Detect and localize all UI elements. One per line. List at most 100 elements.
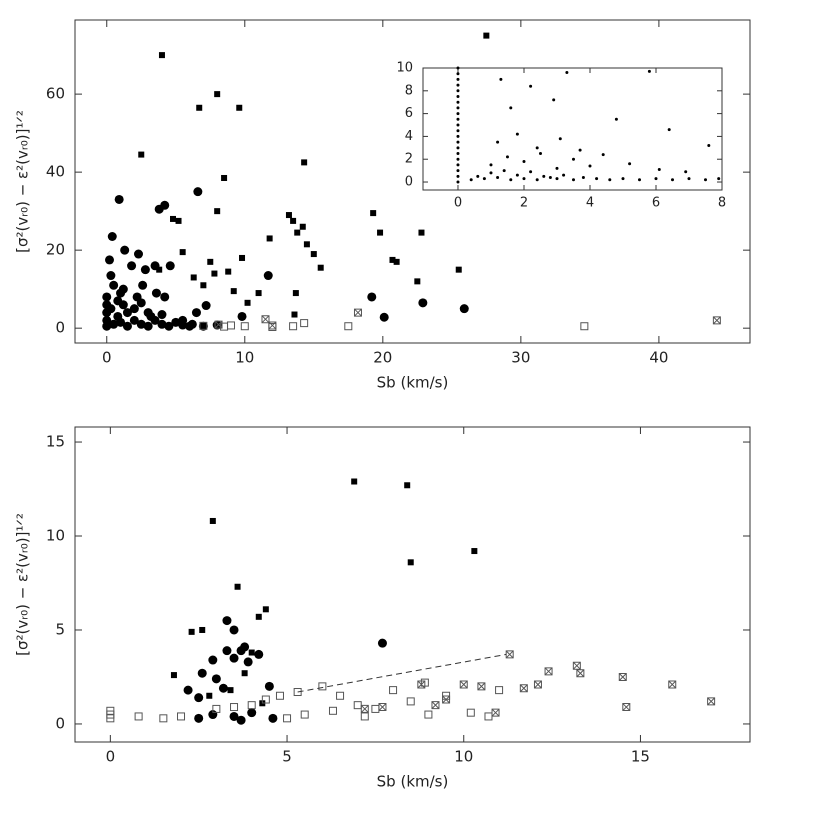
point — [495, 686, 504, 695]
point — [301, 159, 308, 166]
point — [221, 174, 228, 181]
point — [614, 117, 618, 121]
point — [106, 706, 115, 715]
point — [389, 256, 396, 263]
point — [114, 194, 124, 204]
point — [667, 128, 671, 132]
point — [455, 266, 462, 273]
point — [209, 517, 216, 524]
x-axis-label: Sb (km/s) — [377, 374, 449, 392]
point — [407, 559, 414, 566]
y-tick-label: 0 — [55, 714, 65, 732]
dashed-line — [297, 653, 507, 693]
y-tick-label: 20 — [46, 241, 65, 259]
y-tick-label: 15 — [46, 433, 65, 451]
point — [414, 278, 421, 285]
point — [637, 178, 641, 182]
plot-frame — [74, 19, 751, 344]
point — [218, 683, 228, 693]
point — [263, 271, 273, 281]
point — [538, 152, 542, 156]
point — [255, 613, 262, 620]
point — [222, 646, 232, 656]
point — [703, 178, 707, 182]
point — [571, 157, 575, 161]
point — [535, 146, 539, 150]
point — [522, 177, 526, 181]
point — [456, 106, 460, 110]
point — [529, 84, 533, 88]
point — [469, 178, 473, 182]
point — [360, 704, 369, 713]
point — [255, 290, 262, 297]
point — [406, 697, 415, 706]
point — [310, 251, 317, 258]
point — [544, 667, 553, 676]
point — [576, 669, 585, 678]
point — [618, 672, 627, 681]
point — [294, 229, 301, 236]
point — [379, 312, 389, 322]
point — [418, 298, 428, 308]
x-tick-label: 6 — [652, 196, 660, 211]
point — [456, 163, 460, 167]
y-tick-label: 8 — [405, 83, 413, 98]
point — [456, 140, 460, 144]
point — [264, 681, 274, 691]
point — [515, 132, 519, 136]
point — [578, 148, 582, 152]
point — [360, 712, 369, 721]
point — [456, 77, 460, 81]
point — [234, 583, 241, 590]
point — [558, 137, 562, 141]
point — [300, 319, 309, 328]
point — [456, 117, 460, 121]
point — [377, 638, 387, 648]
point — [622, 703, 631, 712]
point — [562, 173, 566, 177]
point — [122, 308, 132, 318]
y-tick-label: 10 — [46, 527, 65, 545]
point — [183, 685, 193, 695]
x-tick-label: 2 — [520, 196, 528, 211]
point — [293, 688, 302, 697]
point — [509, 178, 513, 182]
point — [102, 315, 112, 325]
point — [106, 304, 116, 314]
point — [336, 691, 345, 700]
point — [140, 265, 150, 275]
point — [601, 153, 605, 157]
point — [151, 288, 161, 298]
x-tick-label: 20 — [373, 349, 392, 367]
y-tick-label: 0 — [405, 175, 413, 190]
point — [371, 704, 380, 713]
point — [208, 655, 218, 665]
point — [240, 322, 249, 331]
point — [132, 292, 142, 302]
point — [164, 321, 174, 331]
point — [482, 177, 486, 181]
point — [285, 212, 292, 219]
x-tick-label: 10 — [454, 748, 473, 766]
point — [247, 708, 257, 718]
point — [105, 255, 115, 265]
point — [194, 693, 204, 703]
point — [418, 229, 425, 236]
x-tick-label: 4 — [586, 196, 594, 211]
point — [194, 713, 204, 723]
point — [542, 174, 546, 178]
x-tick-label: 8 — [718, 196, 726, 211]
point — [230, 288, 237, 295]
y-tick-label: 4 — [405, 129, 413, 144]
y-tick-label: 2 — [405, 152, 413, 167]
point — [206, 692, 213, 699]
point — [179, 249, 186, 256]
plot-frame — [74, 426, 751, 743]
point — [300, 710, 309, 719]
point — [241, 670, 248, 677]
point — [211, 674, 221, 684]
point — [502, 169, 506, 173]
point — [670, 178, 674, 182]
point — [404, 482, 411, 489]
x-tick-label: 10 — [235, 349, 254, 367]
